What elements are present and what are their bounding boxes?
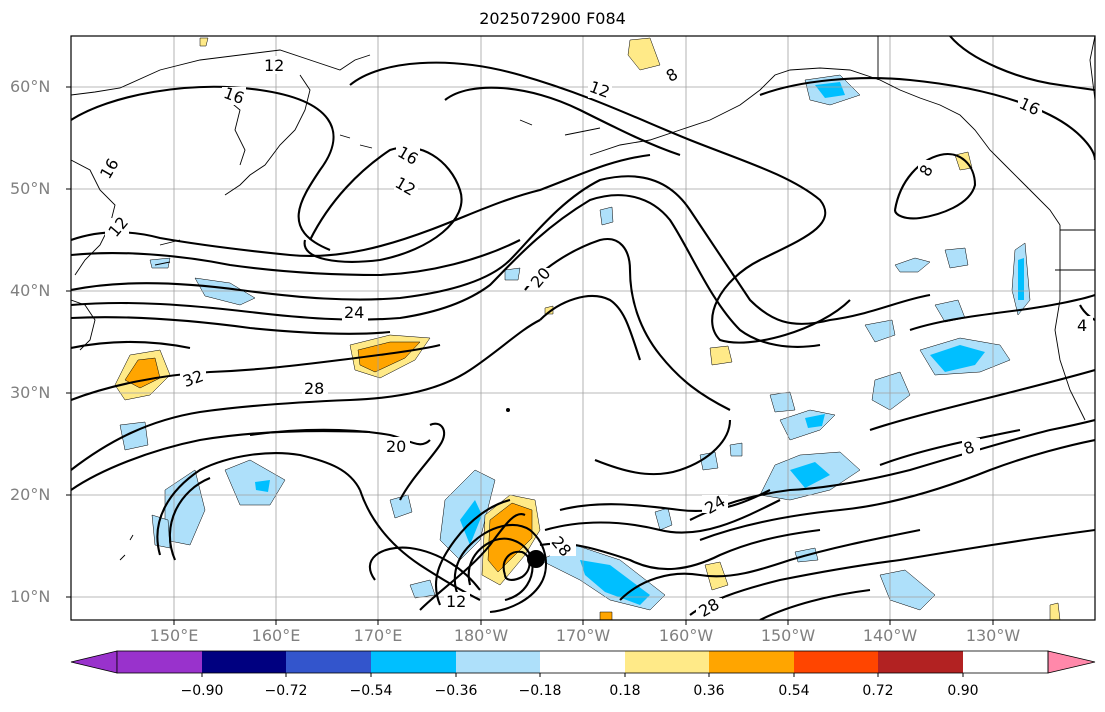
colorbar-outline	[116, 650, 1049, 674]
tick-marks	[66, 86, 994, 625]
contour-label: 20	[386, 437, 406, 456]
colorbar-tick-label: 0.72	[862, 683, 894, 699]
lat-label: 50°N	[10, 179, 51, 198]
colorbar-segment	[117, 651, 202, 673]
lon-label: 170°E	[353, 626, 403, 645]
lat-label: 60°N	[10, 77, 51, 96]
map-title: 2025072900 F084	[479, 9, 626, 28]
colorbar-tick-label: −0.36	[434, 683, 478, 699]
colorbar-tick-label: −0.18	[518, 683, 562, 699]
lat-label: 20°N	[10, 485, 51, 504]
colorbar-extend-min	[70, 650, 118, 674]
colorbar-tick-label: −0.72	[264, 683, 308, 699]
colorbar-segment	[202, 651, 286, 673]
colorbar-tick-label: −0.90	[180, 683, 224, 699]
colorbar-segment	[794, 651, 878, 673]
colorbar-segment	[371, 651, 456, 673]
lon-label: 150°W	[760, 626, 816, 645]
lon-label: 130°W	[965, 626, 1021, 645]
lat-label: 10°N	[10, 587, 51, 606]
colorbar-segment	[456, 651, 540, 673]
lon-label: 150°E	[149, 626, 199, 645]
lon-label: 180°W	[453, 626, 509, 645]
colorbar-segment	[709, 651, 794, 673]
strong-negative-fills	[255, 82, 1024, 605]
colorbar-extend-max	[1047, 650, 1096, 674]
lon-label: 160°E	[251, 626, 301, 645]
small-dot	[506, 408, 510, 412]
contour-label: 28	[304, 379, 324, 398]
lon-label: 140°W	[862, 626, 918, 645]
contour-label: 24	[344, 303, 364, 322]
colorbar-tick-label: 0.36	[693, 683, 725, 699]
colorbar-tick-label: 0.18	[609, 683, 641, 699]
lon-label: 160°W	[658, 626, 714, 645]
storm-center-dot	[527, 550, 545, 568]
contour-label: 12	[264, 56, 284, 75]
colorbar-segment	[540, 651, 625, 673]
graticule	[71, 36, 1095, 620]
colorbar	[70, 650, 1096, 677]
contour-label: 4	[1077, 316, 1087, 335]
contours	[71, 36, 1095, 620]
colorbar-tick-label: 0.54	[778, 683, 810, 699]
lat-label: 30°N	[10, 383, 51, 402]
colorbar-tick-label: −0.54	[349, 683, 393, 699]
colorbar-tick-label: 0.90	[947, 683, 979, 699]
contour-label: 12	[446, 592, 466, 611]
coastlines	[71, 36, 1095, 561]
lon-label: 170°W	[555, 626, 611, 645]
colorbar-segment	[878, 651, 963, 673]
colorbar-segment	[625, 651, 709, 673]
colorbar-segment	[286, 651, 371, 673]
lat-label: 40°N	[10, 281, 51, 300]
